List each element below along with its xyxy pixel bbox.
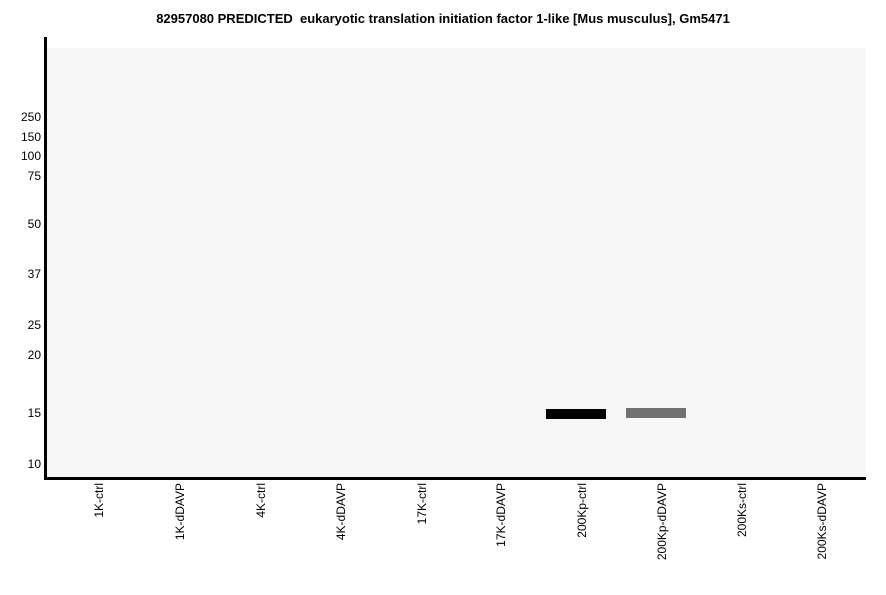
- y-tick-label-75: 75: [27, 169, 41, 183]
- y-tick-label-250: 250: [20, 110, 41, 124]
- x-lane-label-200ks-ddavp: 200Ks-dDAVP: [815, 483, 829, 560]
- x-lane-label-4k-ddavp: 4K-dDAVP: [334, 483, 348, 541]
- x-lane-label-17k-ctrl: 17K-ctrl: [415, 483, 429, 525]
- x-lane-label-200ks-ctrl: 200Ks-ctrl: [735, 483, 749, 538]
- x-lane-label-1k-ddavp: 1K-dDAVP: [173, 483, 187, 541]
- x-axis-line: [44, 477, 866, 480]
- y-tick-label-25: 25: [27, 318, 41, 332]
- x-lane-label-1k-ctrl: 1K-ctrl: [92, 483, 106, 518]
- y-tick-label-15: 15: [27, 406, 41, 420]
- y-tick-label-50: 50: [27, 217, 41, 231]
- x-lane-label-17k-ddavp: 17K-dDAVP: [494, 483, 508, 547]
- y-axis-line: [44, 37, 47, 480]
- chart-title: 82957080 PREDICTED eukaryotic translatio…: [156, 11, 730, 26]
- y-tick-label-37: 37: [27, 267, 41, 281]
- x-lane-label-200kp-ddavp: 200Kp-dDAVP: [655, 483, 669, 561]
- y-tick-label-150: 150: [20, 130, 41, 144]
- band-200kp-ddavp: [626, 408, 686, 418]
- x-lane-label-200kp-ctrl: 200Kp-ctrl: [575, 483, 589, 538]
- x-lane-label-4k-ctrl: 4K-ctrl: [254, 483, 268, 518]
- y-tick-label-100: 100: [20, 149, 41, 163]
- band-200kp-ctrl: [546, 409, 606, 419]
- y-tick-label-10: 10: [27, 457, 41, 471]
- plot-area: [47, 48, 866, 477]
- y-tick-label-20: 20: [27, 348, 41, 362]
